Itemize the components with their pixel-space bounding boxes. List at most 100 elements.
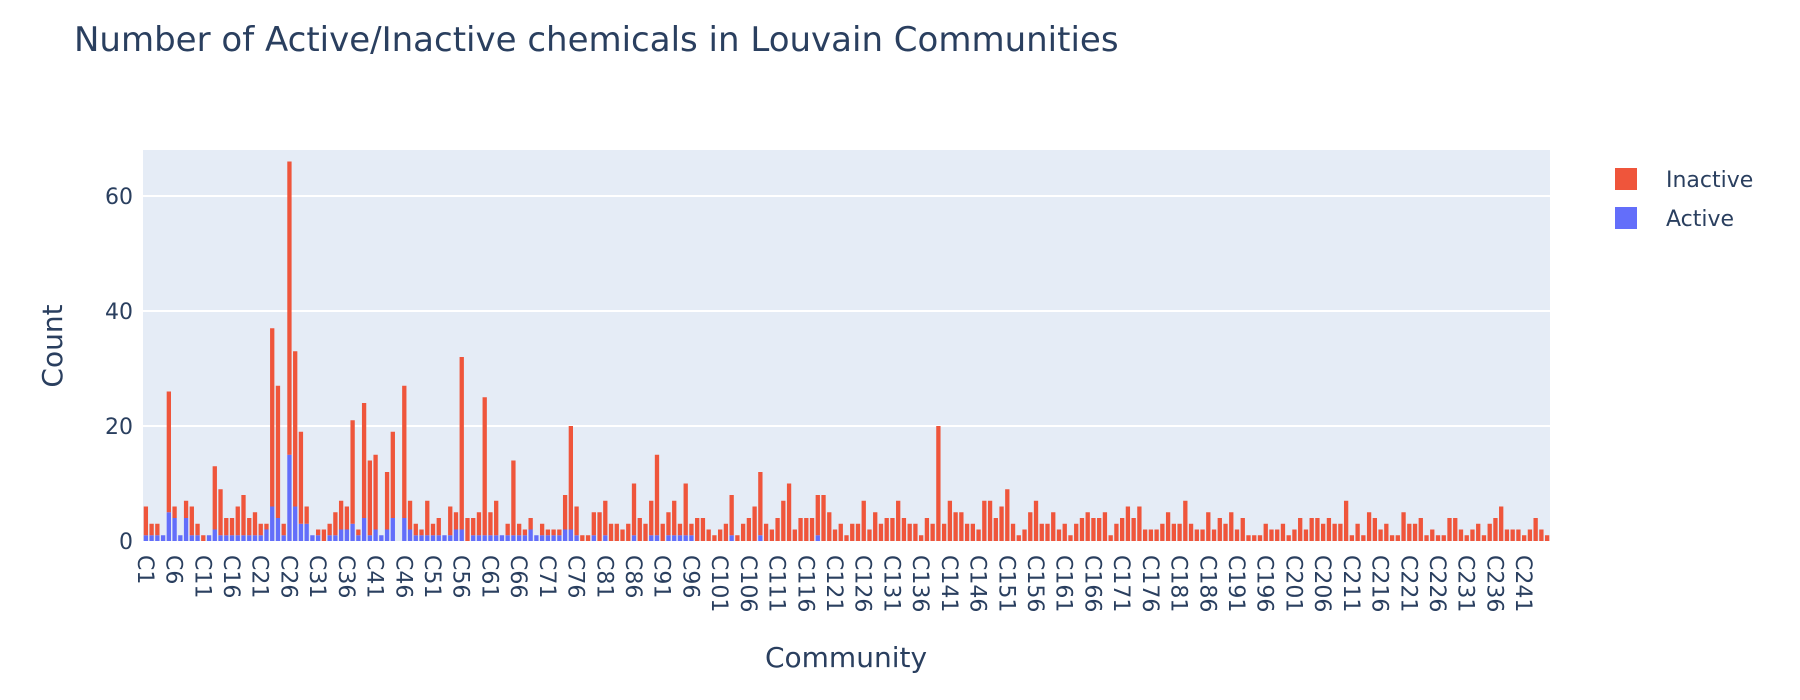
bar-active[interactable] bbox=[379, 535, 384, 541]
bar-active[interactable] bbox=[327, 535, 332, 541]
bar-inactive[interactable] bbox=[1430, 529, 1435, 542]
bar-inactive[interactable] bbox=[459, 357, 464, 530]
bar-inactive[interactable] bbox=[873, 512, 878, 541]
bar-active[interactable] bbox=[654, 535, 660, 541]
legend-label-active[interactable]: Active bbox=[1666, 207, 1734, 232]
bar-active[interactable] bbox=[310, 535, 315, 541]
bar-inactive[interactable] bbox=[867, 529, 872, 542]
bar-active[interactable] bbox=[338, 529, 344, 542]
bar-active[interactable] bbox=[758, 535, 763, 541]
bar-inactive[interactable] bbox=[1154, 529, 1159, 542]
bar-inactive[interactable] bbox=[614, 523, 619, 541]
bar-inactive[interactable] bbox=[448, 506, 453, 536]
bar-inactive[interactable] bbox=[1504, 529, 1510, 542]
bar-active[interactable] bbox=[281, 535, 286, 541]
bar-inactive[interactable] bbox=[1349, 535, 1355, 541]
bar-inactive[interactable] bbox=[1125, 506, 1131, 542]
bar-inactive[interactable] bbox=[999, 506, 1004, 542]
bar-inactive[interactable] bbox=[373, 454, 378, 530]
bar-inactive[interactable] bbox=[735, 535, 740, 541]
bar-active[interactable] bbox=[471, 535, 476, 541]
bar-inactive[interactable] bbox=[1108, 535, 1113, 541]
bar-active[interactable] bbox=[517, 535, 522, 541]
bar-active[interactable] bbox=[178, 535, 183, 541]
bar-inactive[interactable] bbox=[229, 518, 235, 536]
bar-active[interactable] bbox=[499, 535, 505, 541]
bar-inactive[interactable] bbox=[1395, 535, 1400, 541]
bar-inactive[interactable] bbox=[189, 506, 194, 536]
bar-inactive[interactable] bbox=[356, 529, 361, 536]
bar-inactive[interactable] bbox=[195, 523, 200, 536]
bar-active[interactable] bbox=[287, 454, 292, 541]
bar-inactive[interactable] bbox=[1005, 489, 1010, 541]
bar-active[interactable] bbox=[350, 523, 355, 541]
bar-inactive[interactable] bbox=[1476, 523, 1481, 541]
bar-inactive[interactable] bbox=[1016, 535, 1021, 541]
bar-inactive[interactable] bbox=[1074, 523, 1079, 541]
bar-inactive[interactable] bbox=[603, 500, 608, 536]
bar-inactive[interactable] bbox=[1177, 523, 1182, 541]
bar-inactive[interactable] bbox=[1097, 518, 1102, 541]
bar-inactive[interactable] bbox=[723, 523, 729, 541]
bar-inactive[interactable] bbox=[964, 523, 970, 541]
bar-inactive[interactable] bbox=[1252, 535, 1257, 541]
bar-inactive[interactable] bbox=[1022, 529, 1027, 542]
bar-active[interactable] bbox=[677, 535, 683, 541]
bar-inactive[interactable] bbox=[1206, 512, 1211, 541]
bar-inactive[interactable] bbox=[1165, 512, 1171, 541]
bar-inactive[interactable] bbox=[264, 523, 269, 530]
bar-inactive[interactable] bbox=[1010, 523, 1016, 541]
bar-inactive[interactable] bbox=[953, 512, 958, 541]
bar-inactive[interactable] bbox=[166, 391, 171, 513]
bar-inactive[interactable] bbox=[1539, 529, 1544, 542]
bar-inactive[interactable] bbox=[143, 506, 149, 536]
bar-inactive[interactable] bbox=[551, 529, 556, 536]
bar-inactive[interactable] bbox=[1137, 506, 1142, 542]
bar-inactive[interactable] bbox=[482, 397, 487, 536]
bar-active[interactable] bbox=[419, 535, 424, 541]
bar-inactive[interactable] bbox=[672, 500, 677, 536]
bar-inactive[interactable] bbox=[241, 495, 246, 536]
bar-inactive[interactable] bbox=[517, 523, 522, 536]
bar-inactive[interactable] bbox=[218, 489, 223, 536]
bar-active[interactable] bbox=[189, 535, 194, 541]
bar-active[interactable] bbox=[476, 535, 482, 541]
bar-inactive[interactable] bbox=[1292, 529, 1297, 542]
bar-active[interactable] bbox=[149, 535, 154, 541]
bar-inactive[interactable] bbox=[1160, 523, 1165, 541]
bar-inactive[interactable] bbox=[700, 518, 706, 541]
bar-inactive[interactable] bbox=[752, 506, 757, 542]
bar-inactive[interactable] bbox=[430, 523, 436, 536]
bar-inactive[interactable] bbox=[1470, 529, 1475, 542]
bar-inactive[interactable] bbox=[781, 500, 786, 541]
bar-active[interactable] bbox=[522, 535, 528, 541]
bar-active[interactable] bbox=[459, 529, 464, 542]
bar-active[interactable] bbox=[367, 535, 372, 541]
bar-inactive[interactable] bbox=[631, 483, 637, 536]
bar-active[interactable] bbox=[689, 535, 694, 541]
bar-inactive[interactable] bbox=[1407, 523, 1412, 541]
bar-inactive[interactable] bbox=[637, 518, 642, 541]
bar-inactive[interactable] bbox=[1361, 535, 1366, 541]
bar-inactive[interactable] bbox=[557, 529, 562, 536]
bar-inactive[interactable] bbox=[815, 495, 820, 536]
bar-inactive[interactable] bbox=[844, 535, 849, 541]
bar-inactive[interactable] bbox=[1412, 523, 1418, 541]
bar-inactive[interactable] bbox=[758, 472, 763, 536]
bar-inactive[interactable] bbox=[1309, 518, 1314, 541]
bar-inactive[interactable] bbox=[1424, 535, 1429, 541]
bar-active[interactable] bbox=[574, 535, 579, 541]
bar-inactive[interactable] bbox=[1211, 529, 1217, 542]
bar-active[interactable] bbox=[304, 523, 309, 541]
bar-active[interactable] bbox=[551, 535, 556, 541]
bar-inactive[interactable] bbox=[1533, 518, 1538, 541]
bar-inactive[interactable] bbox=[1453, 518, 1458, 541]
bar-inactive[interactable] bbox=[982, 500, 987, 541]
bar-active[interactable] bbox=[729, 535, 734, 541]
bar-inactive[interactable] bbox=[649, 500, 654, 536]
bar-inactive[interactable] bbox=[1142, 529, 1148, 542]
bar-inactive[interactable] bbox=[947, 500, 953, 541]
bar-inactive[interactable] bbox=[907, 523, 912, 541]
bar-inactive[interactable] bbox=[1435, 535, 1441, 541]
bar-active[interactable] bbox=[356, 535, 361, 541]
